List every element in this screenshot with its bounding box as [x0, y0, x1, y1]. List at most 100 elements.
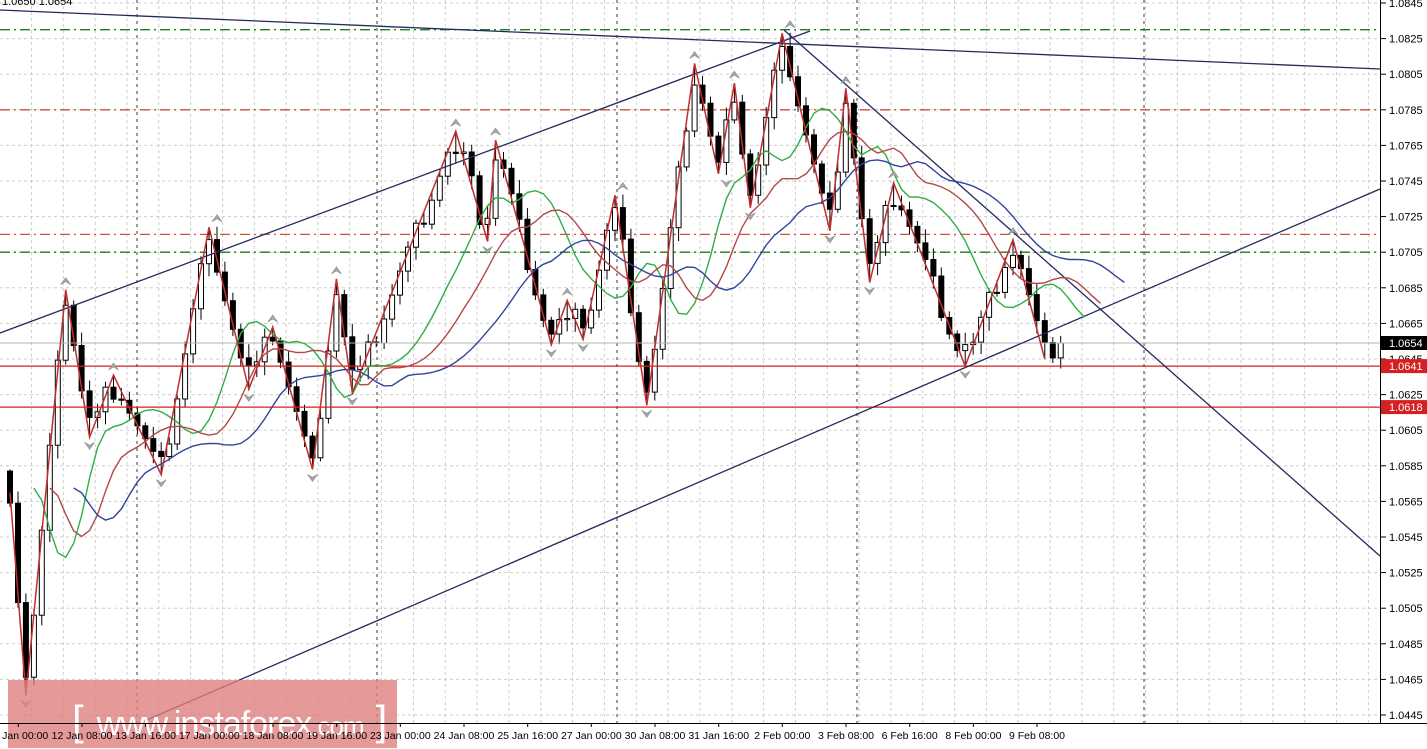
- support-levels-layer: [0, 342, 1380, 408]
- trend-line: [0, 9, 1381, 70]
- alligator-teeth-line: [49, 130, 1101, 538]
- x-axis-label: 25 Jan 16:00: [497, 730, 558, 742]
- candle-body: [858, 157, 865, 220]
- fractal-up-icon: [331, 266, 342, 275]
- candle-body: [612, 207, 618, 231]
- x-axis-label: 27 Jan 00:00: [561, 730, 622, 742]
- y-axis-label: 1.0665: [1389, 318, 1423, 330]
- candle-body: [747, 153, 754, 196]
- candle-body: [1010, 254, 1016, 268]
- price-tag-label: 1.0641: [1389, 361, 1423, 373]
- y-axis-label: 1.0465: [1389, 674, 1423, 686]
- fractal-down-icon: [824, 235, 836, 244]
- candle-body: [779, 46, 786, 71]
- candle-body: [277, 340, 284, 363]
- candle-body: [787, 46, 794, 78]
- candle-body: [214, 239, 220, 273]
- x-axis-label: 8 Feb 00:00: [945, 730, 1001, 742]
- candle-body: [333, 294, 340, 352]
- x-axis-label: 6 Feb 16:00: [882, 730, 938, 742]
- candle-body: [691, 84, 698, 132]
- candle-body: [516, 193, 523, 220]
- candle-body: [556, 319, 563, 335]
- candle-body: [866, 218, 873, 264]
- candle-body: [818, 163, 825, 194]
- alligator-jaw-line: [73, 159, 1125, 521]
- candle-body: [564, 318, 571, 321]
- candle-body: [150, 438, 157, 452]
- fractal-up-icon: [450, 118, 462, 127]
- candle-body: [930, 259, 937, 277]
- price-tag: [1381, 359, 1427, 374]
- fractal-up-icon: [490, 127, 501, 136]
- candle-body: [524, 218, 531, 270]
- y-axis-label: 1.0745: [1389, 176, 1423, 188]
- fractal-up-icon: [689, 50, 700, 59]
- y-axis-label: 1.0625: [1389, 390, 1423, 402]
- y-axis-label: 1.0585: [1389, 461, 1423, 473]
- candle-body: [468, 151, 475, 177]
- price-tags-layer: 1.0654 1.0641 1.0618: [1381, 336, 1427, 415]
- candle-body: [1049, 342, 1056, 359]
- y-axis-label: 1.0765: [1389, 140, 1423, 152]
- fractal-up-icon: [617, 182, 629, 190]
- x-axis-label: 30 Jan 08:00: [625, 730, 686, 742]
- y-axis-label: 1.0785: [1389, 105, 1423, 117]
- fractal-up-icon: [108, 362, 119, 371]
- x-axis-label: 19 Jan 16:00: [306, 730, 367, 742]
- fractal-down-icon: [577, 344, 589, 352]
- chart-border: [0, 0, 1427, 724]
- watermark-tld: .com: [311, 711, 363, 741]
- candle-body: [317, 417, 324, 459]
- candle-body: [826, 192, 833, 210]
- pivot-levels-layer: [0, 29, 1380, 253]
- x-axis-label: 12 Jan 08:00: [52, 730, 113, 742]
- zigzag-layer: [9, 33, 1046, 696]
- candle-body: [659, 288, 666, 350]
- fractal-up-icon: [267, 314, 278, 323]
- candle-body: [269, 336, 276, 342]
- fractal-down-icon: [307, 474, 318, 482]
- y-axis-label: 1.0825: [1389, 34, 1423, 46]
- candle-body: [86, 390, 93, 418]
- period-separators-layer: [136, 0, 1145, 723]
- candle-body: [245, 357, 252, 366]
- candle-body: [492, 159, 499, 219]
- fractal-up-icon: [840, 75, 852, 84]
- candle-body: [715, 135, 722, 163]
- fractal-up-icon: [1007, 227, 1019, 235]
- candle-body: [755, 164, 762, 196]
- candle-body: [420, 222, 427, 225]
- candle-body: [548, 319, 555, 335]
- x-axis-label: 11 Jan 00:00: [0, 730, 48, 742]
- alligator-lips-line: [33, 107, 1086, 559]
- y-axis-label: 1.0725: [1389, 212, 1423, 224]
- candle-body: [38, 529, 45, 616]
- x-axis-label: 2 Feb 00:00: [754, 730, 810, 742]
- y-axis-label: 1.0705: [1389, 247, 1423, 259]
- candle-body: [508, 167, 515, 195]
- grid-layer: [0, 0, 1380, 723]
- price-axis-panel[interactable]: [1381, 0, 1427, 749]
- fractal-down-icon: [959, 370, 971, 379]
- candle-body: [118, 398, 125, 401]
- y-axis-label: 1.0685: [1389, 283, 1423, 295]
- fractal-up-icon: [888, 170, 899, 179]
- candle-body: [142, 425, 149, 440]
- candle-body: [389, 294, 396, 320]
- price-tag: [1381, 336, 1427, 350]
- candle-body: [994, 291, 1000, 294]
- candle-body: [381, 318, 388, 344]
- zigzag-line: [9, 33, 1046, 696]
- candle-body: [476, 175, 483, 226]
- y-axis-label: 1.0845: [1389, 0, 1423, 10]
- candle-body: [667, 227, 674, 289]
- x-axis-label: 23 Jan 00:00: [370, 730, 431, 742]
- price-tag-label: 1.0654: [1389, 338, 1423, 350]
- fractal-up-icon: [211, 214, 223, 222]
- fractal-down-icon: [546, 349, 557, 358]
- price-axis-labels[interactable]: 1.0845 1.0825 1.0805 1.0785 1.0765 1.0745 1.07…: [1381, 0, 1423, 722]
- y-axis-label: 1.0605: [1389, 425, 1423, 437]
